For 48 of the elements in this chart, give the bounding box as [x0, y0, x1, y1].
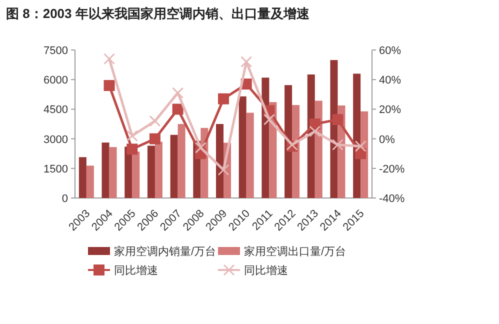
point [126, 130, 138, 142]
point [263, 114, 275, 126]
y2-tick-label: 40% [379, 74, 402, 87]
point [104, 80, 115, 92]
y2-tick-label: -20% [379, 163, 405, 176]
legend-label: 家用空调内销量/万台 [114, 245, 216, 258]
bar [178, 124, 186, 198]
point [172, 104, 184, 115]
y2-tick-label: 60% [379, 45, 402, 57]
point [172, 87, 184, 99]
point [309, 126, 321, 138]
legend-label: 家用空调出口量/万台 [244, 245, 346, 258]
y-tick-label: 6000 [44, 74, 68, 87]
bar [102, 142, 110, 198]
point [104, 53, 116, 65]
y2-tick-label: 0% [379, 134, 396, 146]
point [218, 93, 229, 104]
bar [170, 134, 178, 198]
bar [330, 60, 338, 198]
bar [238, 96, 246, 198]
point [194, 142, 206, 154]
bar [216, 124, 224, 198]
point [218, 164, 230, 176]
y-tick-label: 0 [62, 193, 68, 205]
y2-tick-label: -40% [379, 193, 405, 205]
bar [284, 85, 292, 198]
chart-title: 图 8：2003 年以来我国家用空调内销、出口量及增速 [6, 6, 310, 21]
y-tick-label: 3000 [44, 134, 68, 146]
bar [353, 74, 361, 198]
y-tick-label: 7500 [44, 45, 68, 57]
bar [154, 142, 162, 198]
bar [147, 146, 155, 198]
y-tick-label: 4500 [44, 104, 68, 116]
point [332, 138, 344, 150]
bar [132, 152, 140, 198]
bar [109, 147, 117, 198]
legend-label: 同比增速 [244, 264, 288, 277]
point [332, 114, 344, 126]
bar [246, 112, 254, 198]
bar [78, 157, 86, 198]
bar [86, 166, 94, 198]
point [126, 144, 138, 155]
y-tick-label: 1500 [44, 163, 68, 176]
y2-tick-label: 20% [379, 104, 402, 116]
legend-label: 同比增速 [114, 264, 158, 277]
point [354, 140, 366, 152]
point [240, 56, 252, 68]
point [149, 133, 160, 144]
